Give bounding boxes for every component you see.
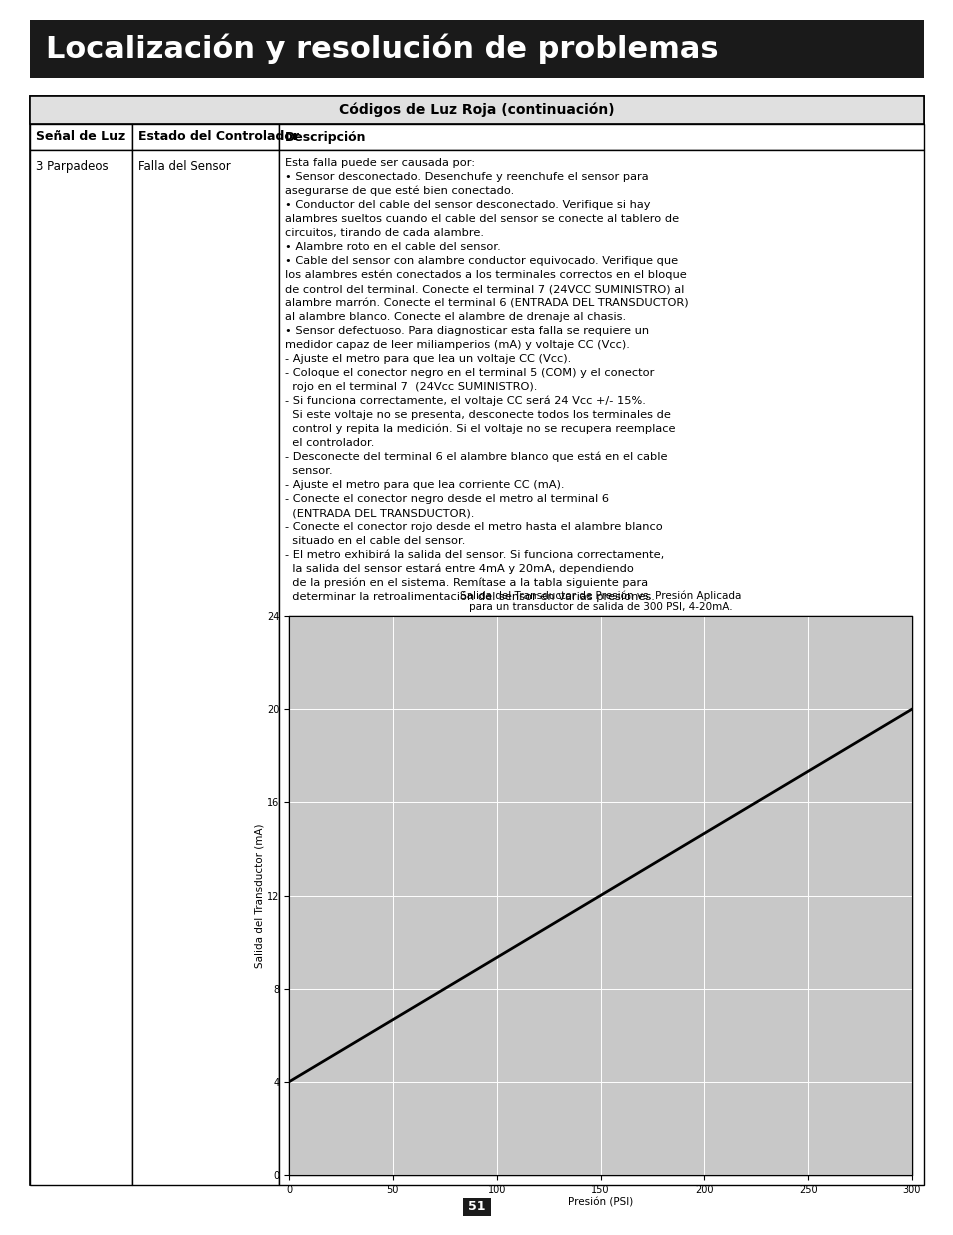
Bar — [30, 20, 923, 78]
Text: al alambre blanco. Conecte el alambre de drenaje al chasis.: al alambre blanco. Conecte el alambre de… — [285, 312, 625, 322]
Text: rojo en el terminal 7  (24Vcc SUMINISTRO).: rojo en el terminal 7 (24Vcc SUMINISTRO)… — [285, 382, 537, 391]
Bar — [30, 124, 132, 149]
Text: control y repita la medición. Si el voltaje no se recupera reemplace: control y repita la medición. Si el volt… — [285, 424, 675, 435]
Bar — [462, 1198, 491, 1216]
Title: Salida del Transductor de Presión vs. Presión Aplicada
para un transductor de sa: Salida del Transductor de Presión vs. Pr… — [459, 590, 740, 613]
Text: - Ajuste el metro para que lea un voltaje CC (Vcc).: - Ajuste el metro para que lea un voltaj… — [285, 354, 571, 364]
Text: determinar la retroalimentación del sensor en varias presiones.: determinar la retroalimentación del sens… — [285, 592, 654, 603]
Bar — [132, 149, 278, 1186]
Text: - Coloque el conector negro en el terminal 5 (COM) y el conector: - Coloque el conector negro en el termin… — [285, 368, 654, 378]
Text: medidor capaz de leer miliamperios (mA) y voltaje CC (Vcc).: medidor capaz de leer miliamperios (mA) … — [285, 340, 629, 350]
Text: • Alambre roto en el cable del sensor.: • Alambre roto en el cable del sensor. — [285, 242, 500, 252]
Text: • Cable del sensor con alambre conductor equivocado. Verifique que: • Cable del sensor con alambre conductor… — [285, 256, 678, 266]
Text: Códigos de Luz Roja (continuación): Códigos de Luz Roja (continuación) — [339, 103, 614, 117]
Text: Descripción: Descripción — [285, 131, 366, 143]
Text: la salida del sensor estará entre 4mA y 20mA, dependiendo: la salida del sensor estará entre 4mA y … — [285, 564, 633, 574]
Bar — [132, 124, 278, 149]
Bar — [30, 149, 132, 1186]
Text: - Conecte el conector negro desde el metro al terminal 6: - Conecte el conector negro desde el met… — [285, 494, 608, 504]
Y-axis label: Salida del Transductor (mA): Salida del Transductor (mA) — [253, 824, 264, 968]
Text: - Desconecte del terminal 6 el alambre blanco que está en el cable: - Desconecte del terminal 6 el alambre b… — [285, 452, 667, 462]
Text: los alambres estén conectados a los terminales correctos en el bloque: los alambres estén conectados a los term… — [285, 270, 686, 280]
Text: circuitos, tirando de cada alambre.: circuitos, tirando de cada alambre. — [285, 228, 483, 238]
Text: Localización y resolución de problemas: Localización y resolución de problemas — [46, 33, 718, 64]
Text: - Ajuste el metro para que lea corriente CC (mA).: - Ajuste el metro para que lea corriente… — [285, 480, 564, 490]
Bar — [289, 616, 911, 1174]
Bar — [30, 96, 923, 124]
Text: • Conductor del cable del sensor desconectado. Verifique si hay: • Conductor del cable del sensor descone… — [285, 200, 650, 210]
Bar — [278, 124, 923, 149]
Text: • Sensor desconectado. Desenchufe y reenchufe el sensor para: • Sensor desconectado. Desenchufe y reen… — [285, 172, 648, 182]
Text: asegurarse de que esté bien conectado.: asegurarse de que esté bien conectado. — [285, 186, 514, 196]
Text: - El metro exhibirá la salida del sensor. Si funciona correctamente,: - El metro exhibirá la salida del sensor… — [285, 550, 663, 559]
Text: Señal de Luz: Señal de Luz — [36, 131, 125, 143]
Text: de control del terminal. Conecte el terminal 7 (24VCC SUMINISTRO) al: de control del terminal. Conecte el term… — [285, 284, 683, 294]
Text: Estado del Controlador: Estado del Controlador — [138, 131, 298, 143]
Text: alambres sueltos cuando el cable del sensor se conecte al tablero de: alambres sueltos cuando el cable del sen… — [285, 214, 679, 224]
Bar — [278, 149, 923, 1186]
Text: - Conecte el conector rojo desde el metro hasta el alambre blanco: - Conecte el conector rojo desde el metr… — [285, 522, 662, 532]
X-axis label: Presión (PSI): Presión (PSI) — [567, 1198, 633, 1208]
Text: - Si funciona correctamente, el voltaje CC será 24 Vcc +/- 15%.: - Si funciona correctamente, el voltaje … — [285, 396, 645, 406]
Text: 3 Parpadeos: 3 Parpadeos — [36, 161, 109, 173]
Text: (ENTRADA DEL TRANSDUCTOR).: (ENTRADA DEL TRANSDUCTOR). — [285, 508, 474, 517]
Text: Esta falla puede ser causada por:: Esta falla puede ser causada por: — [285, 158, 475, 168]
Text: alambre marrón. Conecte el terminal 6 (ENTRADA DEL TRANSDUCTOR): alambre marrón. Conecte el terminal 6 (E… — [285, 298, 688, 308]
Text: situado en el cable del sensor.: situado en el cable del sensor. — [285, 536, 465, 546]
Text: • Sensor defectuoso. Para diagnosticar esta falla se requiere un: • Sensor defectuoso. Para diagnosticar e… — [285, 326, 648, 336]
Text: el controlador.: el controlador. — [285, 438, 374, 448]
Text: 51: 51 — [468, 1200, 485, 1214]
Text: sensor.: sensor. — [285, 466, 333, 475]
Bar — [30, 96, 923, 124]
Bar — [30, 96, 923, 1186]
Text: de la presión en el sistema. Remítase a la tabla siguiente para: de la presión en el sistema. Remítase a … — [285, 578, 647, 589]
Text: Si este voltaje no se presenta, desconecte todos los terminales de: Si este voltaje no se presenta, desconec… — [285, 410, 670, 420]
Text: Falla del Sensor: Falla del Sensor — [138, 161, 231, 173]
